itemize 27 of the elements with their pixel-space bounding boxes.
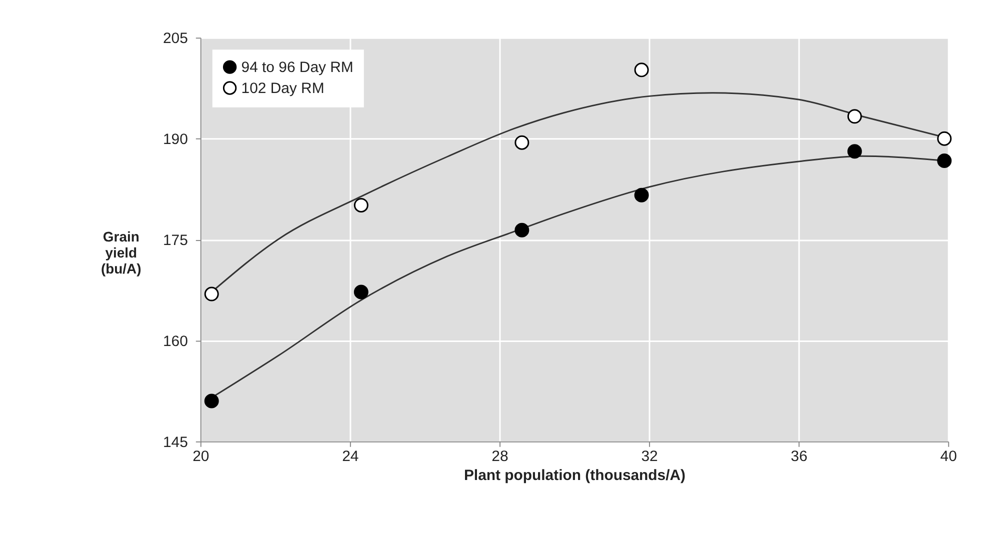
y-axis-title: Grain yield (bu/A) [101,228,142,276]
x-axis-title: Plant population (thousands/A) [464,466,686,484]
legend-label: 94 to 96 Day RM [241,59,354,76]
legend-label: 102 Day RM [241,80,324,97]
y-tick-label: 160 [162,332,188,350]
x-tick-label: 28 [492,448,508,465]
point [354,198,368,212]
point [634,188,649,202]
point [354,284,368,300]
x-tick-label: 24 [342,448,359,465]
point [847,144,862,159]
x-tick-label: 32 [641,448,658,465]
point [634,62,649,78]
point [937,154,952,168]
y-tick-label: 145 [162,434,188,451]
x-tick-label: 40 [940,448,957,465]
point [847,109,862,124]
point [937,131,952,146]
point [514,135,530,150]
point [514,222,530,238]
y-tick-label: 175 [162,232,188,250]
x-tick-label: 36 [790,448,808,465]
x-tick-label: 20 [192,448,210,465]
y-tick-label: 205 [162,30,188,48]
point [204,286,219,302]
y-tick-label: 190 [162,131,188,148]
point [204,394,219,408]
